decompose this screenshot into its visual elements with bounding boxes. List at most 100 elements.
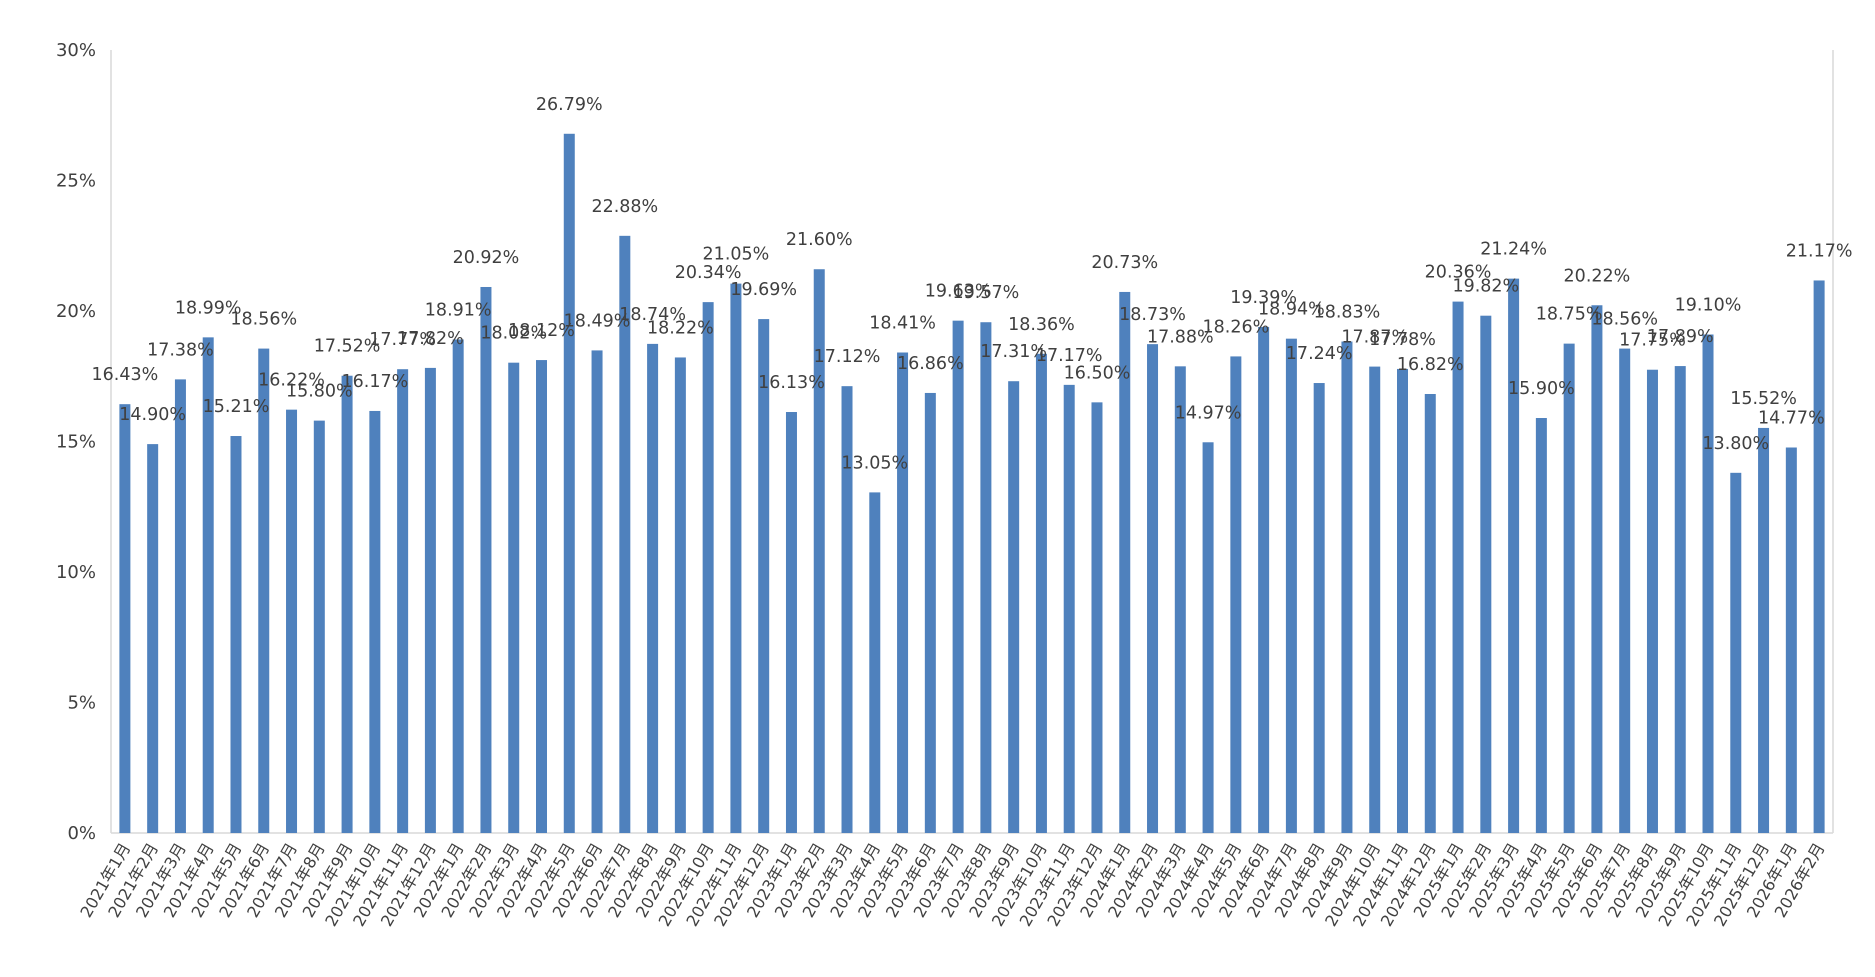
y-tick-label: 20% bbox=[56, 301, 96, 322]
data-label: 18.49% bbox=[564, 311, 631, 331]
data-label: 18.56% bbox=[1591, 310, 1658, 330]
y-tick-label: 25% bbox=[56, 171, 96, 192]
data-label: 18.99% bbox=[175, 298, 242, 318]
data-label: 18.94% bbox=[1258, 300, 1325, 320]
data-label: 17.87% bbox=[1341, 328, 1408, 348]
data-label: 20.92% bbox=[453, 248, 520, 268]
data-label: 16.86% bbox=[897, 354, 964, 374]
bar bbox=[1091, 402, 1103, 833]
data-label: 20.73% bbox=[1091, 253, 1158, 273]
bar bbox=[341, 375, 353, 833]
data-label: 18.73% bbox=[1119, 305, 1186, 325]
data-label: 20.34% bbox=[675, 263, 742, 283]
data-label: 19.63% bbox=[925, 282, 992, 302]
bar bbox=[758, 319, 770, 833]
data-label: 15.90% bbox=[1508, 379, 1575, 399]
data-label: 18.26% bbox=[1202, 317, 1269, 337]
data-label: 13.80% bbox=[1702, 434, 1769, 454]
bar bbox=[1258, 326, 1270, 833]
data-label: 16.43% bbox=[92, 365, 159, 385]
data-label: 17.89% bbox=[1647, 327, 1714, 347]
bar bbox=[897, 352, 909, 833]
data-label: 17.38% bbox=[147, 340, 214, 360]
bar bbox=[1591, 305, 1603, 833]
bar bbox=[563, 133, 575, 833]
data-label: 18.36% bbox=[1008, 315, 1075, 335]
data-label: 19.39% bbox=[1230, 288, 1297, 308]
bar bbox=[536, 360, 547, 833]
data-label: 13.05% bbox=[841, 453, 908, 473]
bar bbox=[202, 337, 214, 833]
data-label: 21.24% bbox=[1480, 240, 1547, 260]
data-label: 18.91% bbox=[425, 300, 492, 320]
bar bbox=[1619, 348, 1631, 833]
data-label: 15.80% bbox=[286, 382, 353, 402]
bar bbox=[1008, 381, 1020, 833]
bar bbox=[1508, 278, 1520, 833]
data-label: 21.17% bbox=[1786, 241, 1853, 261]
data-label: 17.78% bbox=[1369, 330, 1436, 350]
bar bbox=[1785, 447, 1797, 833]
data-label: 14.90% bbox=[119, 405, 186, 425]
bar bbox=[813, 269, 825, 833]
data-label: 19.57% bbox=[953, 283, 1020, 303]
data-label: 15.52% bbox=[1730, 389, 1797, 409]
bar bbox=[647, 343, 659, 833]
data-label: 18.75% bbox=[1536, 305, 1603, 325]
data-label: 21.60% bbox=[786, 230, 853, 250]
y-axis-tick-labels: 0% 5% 10% 15% 20% 25% 30% bbox=[56, 40, 96, 844]
bar bbox=[508, 362, 520, 833]
bar bbox=[1341, 341, 1353, 833]
bar bbox=[674, 357, 686, 833]
bar bbox=[1369, 366, 1381, 833]
bar bbox=[1397, 368, 1408, 833]
data-label: 18.22% bbox=[647, 318, 714, 338]
data-label: 20.22% bbox=[1564, 266, 1631, 286]
bar bbox=[1674, 366, 1686, 833]
data-label: 17.24% bbox=[1286, 344, 1353, 364]
data-label: 16.13% bbox=[758, 373, 825, 393]
y-tick-label: 30% bbox=[56, 40, 96, 61]
data-label: 21.05% bbox=[703, 245, 770, 265]
bar bbox=[1563, 343, 1575, 833]
bar bbox=[1174, 366, 1186, 833]
data-label: 17.75% bbox=[1619, 331, 1686, 351]
data-label: 17.77% bbox=[369, 330, 436, 350]
bar bbox=[1646, 369, 1658, 833]
data-label: 22.88% bbox=[591, 197, 658, 217]
y-tick-label: 10% bbox=[56, 562, 96, 583]
data-label: 18.74% bbox=[619, 305, 686, 325]
data-label: 18.83% bbox=[1314, 303, 1381, 323]
bar bbox=[480, 286, 492, 833]
bar bbox=[369, 410, 381, 833]
bar bbox=[1480, 315, 1492, 833]
bar bbox=[174, 379, 186, 833]
data-label: 17.31% bbox=[980, 342, 1047, 362]
bar bbox=[980, 322, 992, 833]
data-label: 26.79% bbox=[536, 95, 603, 115]
bars bbox=[119, 133, 1825, 834]
bar bbox=[619, 235, 631, 833]
data-label: 17.52% bbox=[314, 337, 381, 357]
bar bbox=[1702, 334, 1714, 833]
data-label: 20.36% bbox=[1425, 263, 1492, 283]
bar bbox=[258, 348, 270, 833]
y-tick-label: 0% bbox=[67, 823, 96, 844]
data-label: 16.50% bbox=[1064, 363, 1131, 383]
bar bbox=[1758, 427, 1770, 833]
bar bbox=[952, 320, 964, 834]
bar bbox=[286, 409, 298, 833]
y-tick-label: 5% bbox=[67, 693, 96, 714]
bar bbox=[1730, 472, 1742, 833]
bar bbox=[1813, 280, 1825, 833]
bar bbox=[1535, 418, 1547, 833]
data-label: 15.21% bbox=[203, 397, 270, 417]
data-label: 17.12% bbox=[814, 347, 881, 367]
bar bbox=[591, 350, 603, 833]
data-label: 19.82% bbox=[1452, 277, 1519, 297]
data-label: 16.17% bbox=[341, 372, 408, 392]
bar bbox=[730, 283, 742, 834]
data-label: 16.22% bbox=[258, 371, 325, 391]
y-tick-label: 15% bbox=[56, 432, 96, 453]
